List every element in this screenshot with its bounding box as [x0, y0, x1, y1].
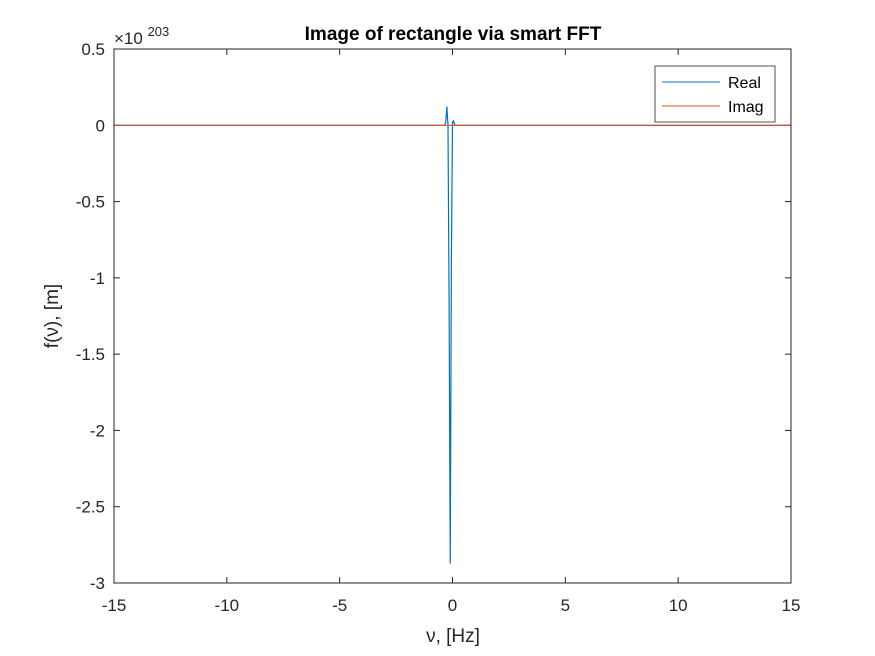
- y-tick-label: -2.5: [76, 498, 105, 517]
- y-tick-label: -2: [90, 421, 105, 440]
- axes-box: [113, 48, 792, 584]
- series-layer: [114, 106, 791, 564]
- y-tick-label: 0.5: [81, 40, 105, 59]
- legend-label-real: Real: [728, 75, 761, 92]
- y-tick-label: 0: [96, 116, 105, 135]
- y-tick-label: -1: [90, 269, 105, 288]
- y-tick-label: -0.5: [76, 193, 105, 212]
- x-tick-label: 10: [669, 596, 688, 615]
- y-tick-labels: -3 -2.5 -2 -1.5 -1 -0.5 0 0.5: [76, 40, 105, 593]
- x-axis-label: ν, [Hz]: [426, 626, 480, 647]
- chart-title: Image of rectangle via smart FFT: [305, 24, 602, 45]
- x-tick-label: 0: [448, 596, 457, 615]
- x-tick-label: -10: [215, 596, 240, 615]
- x-tick-label: -5: [332, 596, 347, 615]
- y-tick-label: -3: [90, 574, 105, 593]
- x-tick-label: 15: [782, 596, 801, 615]
- y-exponent-power: 203: [148, 24, 170, 39]
- legend: Real Imag: [654, 65, 776, 123]
- x-tick-label: -15: [102, 596, 127, 615]
- x-tick-labels: -15 -10 -5 0 5 10 15: [102, 596, 801, 615]
- y-tick-label: -1.5: [76, 345, 105, 364]
- y-exponent-base: ×10: [114, 29, 143, 48]
- axis-ticks: [113, 48, 792, 584]
- x-tick-label: 5: [561, 596, 570, 615]
- legend-label-imag: Imag: [728, 99, 764, 116]
- series-line-real: [114, 106, 791, 564]
- y-axis-label: f(ν), [m]: [42, 284, 63, 348]
- legend-box: [654, 65, 776, 123]
- y-exponent-label: ×10 203: [114, 24, 169, 48]
